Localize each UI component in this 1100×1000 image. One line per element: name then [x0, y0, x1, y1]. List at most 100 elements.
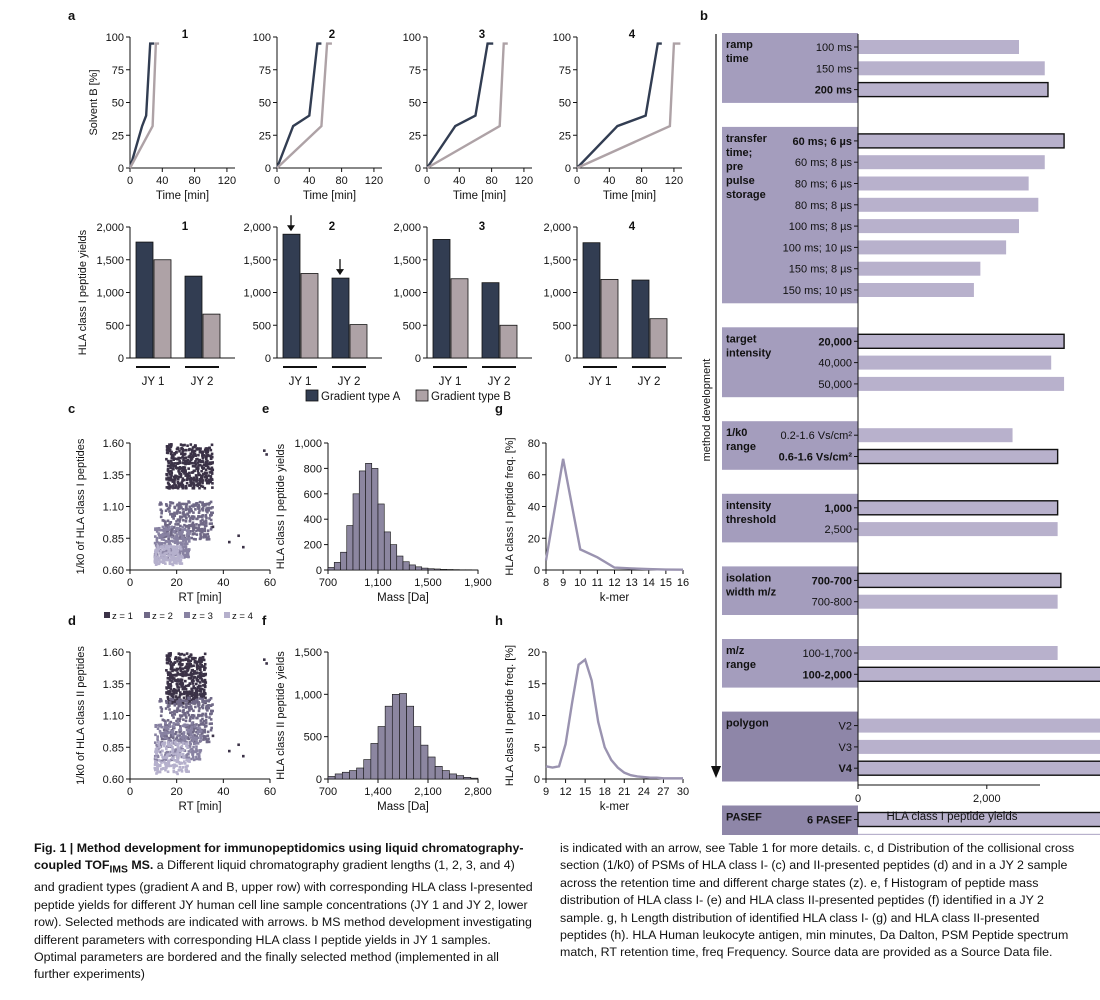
ccs-point: [174, 759, 178, 762]
ccs-point: [179, 701, 182, 705]
ccs-point: [158, 503, 162, 506]
ccs-point: [176, 700, 180, 703]
y-tick-label: 10: [528, 711, 540, 723]
yield-plot-title: 1: [182, 221, 189, 233]
ccs-point: [210, 722, 213, 725]
x-tick-label: 80: [635, 175, 647, 187]
ccs-point: [182, 690, 186, 694]
ccs-point: [170, 450, 173, 454]
histogram-bar: [420, 744, 429, 780]
ccs-point: [167, 476, 170, 480]
param-group-label: time;: [726, 147, 752, 159]
ccs-point: [204, 515, 207, 518]
ccs-point: [175, 466, 178, 470]
ccs-point: [181, 663, 184, 666]
ccs-point: [180, 678, 184, 682]
ccs-point: [198, 730, 202, 734]
yield-bar: [600, 278, 619, 359]
charge-label: z = 4: [232, 611, 253, 622]
ccs-point: [172, 690, 176, 693]
ccs-point: [165, 486, 169, 489]
ccs-point: [168, 657, 171, 661]
x-tick-label: 13: [626, 577, 638, 589]
param-bar: [858, 522, 1058, 537]
ccs-point: [183, 670, 187, 673]
ccs-point: [184, 658, 187, 662]
ccs-point: [188, 484, 191, 487]
ccs-outlier-point: [265, 453, 268, 456]
ccs-point: [162, 728, 166, 732]
ccs-point: [174, 668, 178, 672]
histogram-bar: [434, 765, 443, 780]
ccs-point: [182, 760, 186, 763]
ccs-point: [197, 730, 200, 733]
ccs-point: [164, 526, 168, 530]
x-tick-label: 120: [218, 175, 236, 187]
ccs-point: [170, 679, 173, 683]
x-tick-label: 2,800: [464, 786, 492, 798]
caption-left: Fig. 1 | Method development for immunope…: [34, 840, 534, 984]
ccs-point: [163, 742, 167, 745]
ccs-point: [171, 515, 174, 518]
ccs-point: [177, 704, 180, 708]
ccs-point: [178, 699, 182, 703]
ccs-point: [201, 721, 205, 725]
ccs-point: [193, 675, 197, 679]
ccs-point: [170, 741, 173, 745]
ccs-point: [166, 696, 170, 699]
ccs-point: [197, 504, 200, 507]
x-tick-label: 40: [453, 175, 465, 187]
ccs-point: [207, 509, 211, 512]
ccs-point: [202, 701, 206, 704]
ccs-point: [176, 551, 179, 555]
ccs-point: [200, 687, 204, 691]
ccs-point: [198, 500, 202, 504]
ccs-point: [210, 470, 213, 474]
ccs-point: [201, 501, 204, 504]
ccs-point: [171, 480, 175, 483]
ccs-point: [182, 739, 186, 742]
ccs-point: [165, 661, 169, 665]
ccs-point: [199, 671, 203, 674]
ccs-point: [208, 454, 212, 458]
ccs-point: [175, 511, 179, 514]
ccs-point: [194, 701, 197, 704]
param-group-label: intensity: [726, 500, 772, 512]
ccs-point: [182, 468, 185, 471]
ccs-point: [187, 677, 191, 680]
ccs-point: [184, 524, 188, 528]
ccs-point: [187, 467, 190, 470]
ccs-point: [155, 761, 158, 765]
ccs-point: [194, 526, 198, 529]
ccs-point: [205, 471, 208, 475]
ccs-point: [187, 770, 190, 773]
param-bar: [858, 240, 1007, 255]
ccs-point: [172, 458, 175, 462]
ccs-point: [199, 690, 203, 693]
ccs-point: [191, 464, 195, 468]
ccs-point: [169, 711, 172, 715]
ccs-point: [210, 452, 214, 456]
ccs-point: [159, 698, 163, 702]
ccs-point: [173, 481, 176, 484]
ccs-point: [179, 531, 182, 534]
ccs-point: [200, 660, 203, 664]
ccs-point: [203, 471, 207, 475]
y-tick-label: 0: [415, 163, 421, 175]
ccs-point: [203, 662, 207, 666]
y-tick-label: 2,000: [96, 222, 124, 234]
ccs-point: [183, 687, 186, 691]
ccs-point: [200, 678, 204, 682]
y-tick-label: 600: [304, 489, 322, 501]
ccs-point: [174, 748, 178, 751]
param-group-label: storage: [726, 189, 766, 201]
ccs-point: [203, 475, 207, 479]
y-tick-label: 1,500: [294, 647, 322, 659]
y-tick-label: 1,000: [294, 689, 322, 701]
ccs-point: [210, 709, 213, 713]
ccs-point: [156, 770, 159, 774]
ccs-point: [177, 760, 181, 764]
ccs-point: [169, 529, 173, 533]
